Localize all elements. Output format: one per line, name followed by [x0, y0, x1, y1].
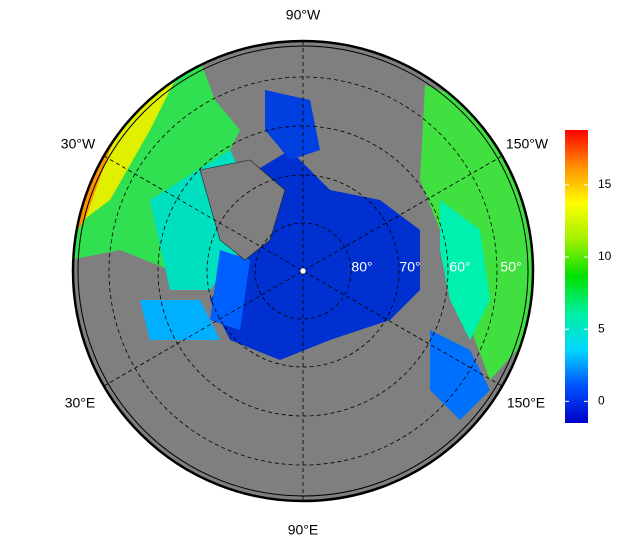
latitude-label: 50° [500, 259, 521, 275]
ocean-region [440, 200, 490, 340]
ocean-region [430, 330, 490, 420]
longitude-label: 150°E [507, 395, 545, 411]
colorbar-tick-label: 10 [598, 249, 612, 263]
longitude-label: 90°W [286, 7, 321, 23]
colorbar-tick-label: 0 [598, 394, 605, 408]
map-border [77, 45, 529, 497]
latitude-label: 70° [399, 259, 420, 275]
colorbar [565, 130, 588, 423]
ocean-region [265, 90, 320, 160]
latitude-label: 60° [449, 259, 470, 275]
pole [299, 267, 307, 275]
longitude-label: 150°W [506, 136, 549, 152]
longitude-label: 30°W [61, 136, 96, 152]
ocean-region [140, 300, 220, 340]
longitude-label: 90°E [288, 522, 319, 538]
colorbar-tick-label: 5 [598, 321, 605, 335]
latitude-label: 80° [351, 259, 372, 275]
colorbar-tick-label: 15 [598, 177, 612, 191]
map-body [73, 41, 533, 501]
land [199, 159, 286, 261]
graticule [103, 41, 503, 501]
longitude-label: 30°E [65, 395, 96, 411]
ocean-region [210, 250, 250, 330]
ocean-region [73, 70, 180, 230]
map-border [71, 39, 535, 503]
